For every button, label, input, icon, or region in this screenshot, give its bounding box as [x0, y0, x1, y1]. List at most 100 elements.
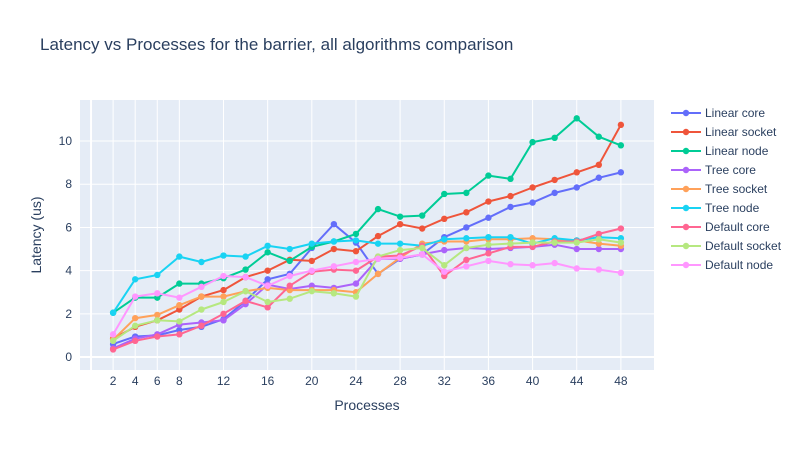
y-axis-title: Latency (us) — [28, 196, 44, 273]
data-point — [330, 238, 338, 245]
data-point — [109, 337, 117, 345]
data-point — [109, 309, 117, 316]
data-point — [220, 272, 227, 280]
data-point — [286, 272, 293, 280]
legend-swatch — [671, 128, 701, 136]
legend-item[interactable]: Default core — [670, 218, 790, 237]
data-point — [529, 262, 536, 269]
data-point — [507, 192, 514, 200]
x-tick-label: 16 — [261, 374, 275, 388]
x-tick-label: 20 — [305, 374, 319, 388]
series-line — [112, 227, 622, 351]
legend-item[interactable]: Linear core — [670, 104, 790, 123]
legend-item[interactable]: Linear node — [670, 142, 790, 161]
data-point — [485, 241, 492, 248]
data-point — [529, 239, 536, 246]
data-point — [308, 240, 316, 247]
data-point — [617, 269, 625, 276]
data-point — [617, 142, 625, 149]
x-tick-label: 24 — [349, 374, 363, 388]
data-point — [551, 176, 558, 184]
data-point — [352, 248, 360, 255]
legend-label: Default node — [705, 258, 774, 272]
legend-item[interactable]: Tree socket — [670, 180, 790, 199]
x-tick-label: 44 — [570, 374, 584, 388]
data-point — [352, 267, 360, 274]
y-tick-label: 10 — [59, 134, 73, 148]
data-point — [617, 225, 625, 232]
y-tick-label: 6 — [65, 220, 72, 234]
legend-label: Linear socket — [705, 125, 777, 139]
data-point — [176, 280, 183, 287]
data-point — [595, 236, 603, 243]
data-point — [551, 134, 558, 141]
legend[interactable]: Linear core Linear socket Linear node Tree … — [670, 104, 790, 275]
data-point — [242, 287, 249, 295]
data-point — [176, 331, 183, 338]
data-point — [264, 304, 271, 311]
legend-item[interactable]: Tree core — [670, 161, 790, 180]
legend-item[interactable]: Linear socket — [670, 123, 790, 142]
data-point — [154, 333, 161, 340]
y-tick-label: 8 — [65, 177, 72, 191]
data-point — [242, 266, 249, 273]
x-tick-label: 2 — [110, 374, 117, 388]
legend-label: Default socket — [705, 239, 782, 253]
data-point — [242, 273, 249, 281]
data-point — [463, 189, 470, 197]
y-tick-label: 0 — [65, 350, 72, 364]
data-point — [396, 221, 404, 228]
legend-swatch-marker — [682, 166, 690, 174]
y-tick-label: 4 — [65, 264, 72, 278]
legend-item[interactable]: Default socket — [670, 237, 790, 256]
data-point — [418, 212, 426, 219]
data-point — [463, 263, 470, 270]
data-point — [154, 317, 161, 324]
data-point — [396, 246, 404, 254]
data-point — [463, 235, 470, 242]
data-point — [264, 282, 271, 289]
data-point — [441, 190, 448, 198]
data-point — [131, 337, 139, 345]
legend-label: Linear node — [705, 144, 769, 158]
data-point — [573, 184, 580, 191]
data-point — [485, 172, 492, 179]
data-point — [220, 310, 227, 318]
data-point — [286, 257, 293, 265]
data-point — [176, 318, 183, 325]
data-point — [595, 174, 603, 181]
series-line — [112, 237, 621, 341]
data-point — [242, 253, 249, 260]
series-group — [109, 236, 625, 345]
data-point — [617, 121, 625, 129]
data-point — [485, 250, 492, 257]
legend-swatch-marker — [682, 109, 690, 117]
data-point — [176, 253, 183, 260]
data-point — [220, 317, 227, 324]
data-point — [595, 245, 603, 253]
data-point — [507, 203, 514, 211]
data-point — [308, 267, 316, 274]
data-point — [131, 293, 139, 300]
data-point — [507, 233, 514, 241]
data-point — [176, 302, 183, 309]
data-point — [595, 266, 603, 273]
legend-swatch-marker — [682, 204, 690, 212]
legend-swatch-marker — [682, 223, 690, 231]
data-point — [374, 240, 382, 247]
data-point — [441, 246, 448, 254]
legend-item[interactable]: Default node — [670, 256, 790, 275]
data-point — [198, 283, 205, 291]
data-point — [308, 257, 316, 265]
data-point — [441, 236, 448, 243]
legend-item[interactable]: Tree node — [670, 199, 790, 218]
data-point — [463, 224, 470, 231]
data-point — [396, 240, 404, 247]
data-point — [286, 295, 293, 302]
legend-label: Tree node — [705, 201, 760, 215]
data-point — [507, 240, 514, 247]
x-tick-label: 8 — [176, 374, 183, 388]
plot-area — [80, 100, 654, 370]
data-point — [551, 239, 558, 246]
x-tick-label: 36 — [482, 374, 496, 388]
